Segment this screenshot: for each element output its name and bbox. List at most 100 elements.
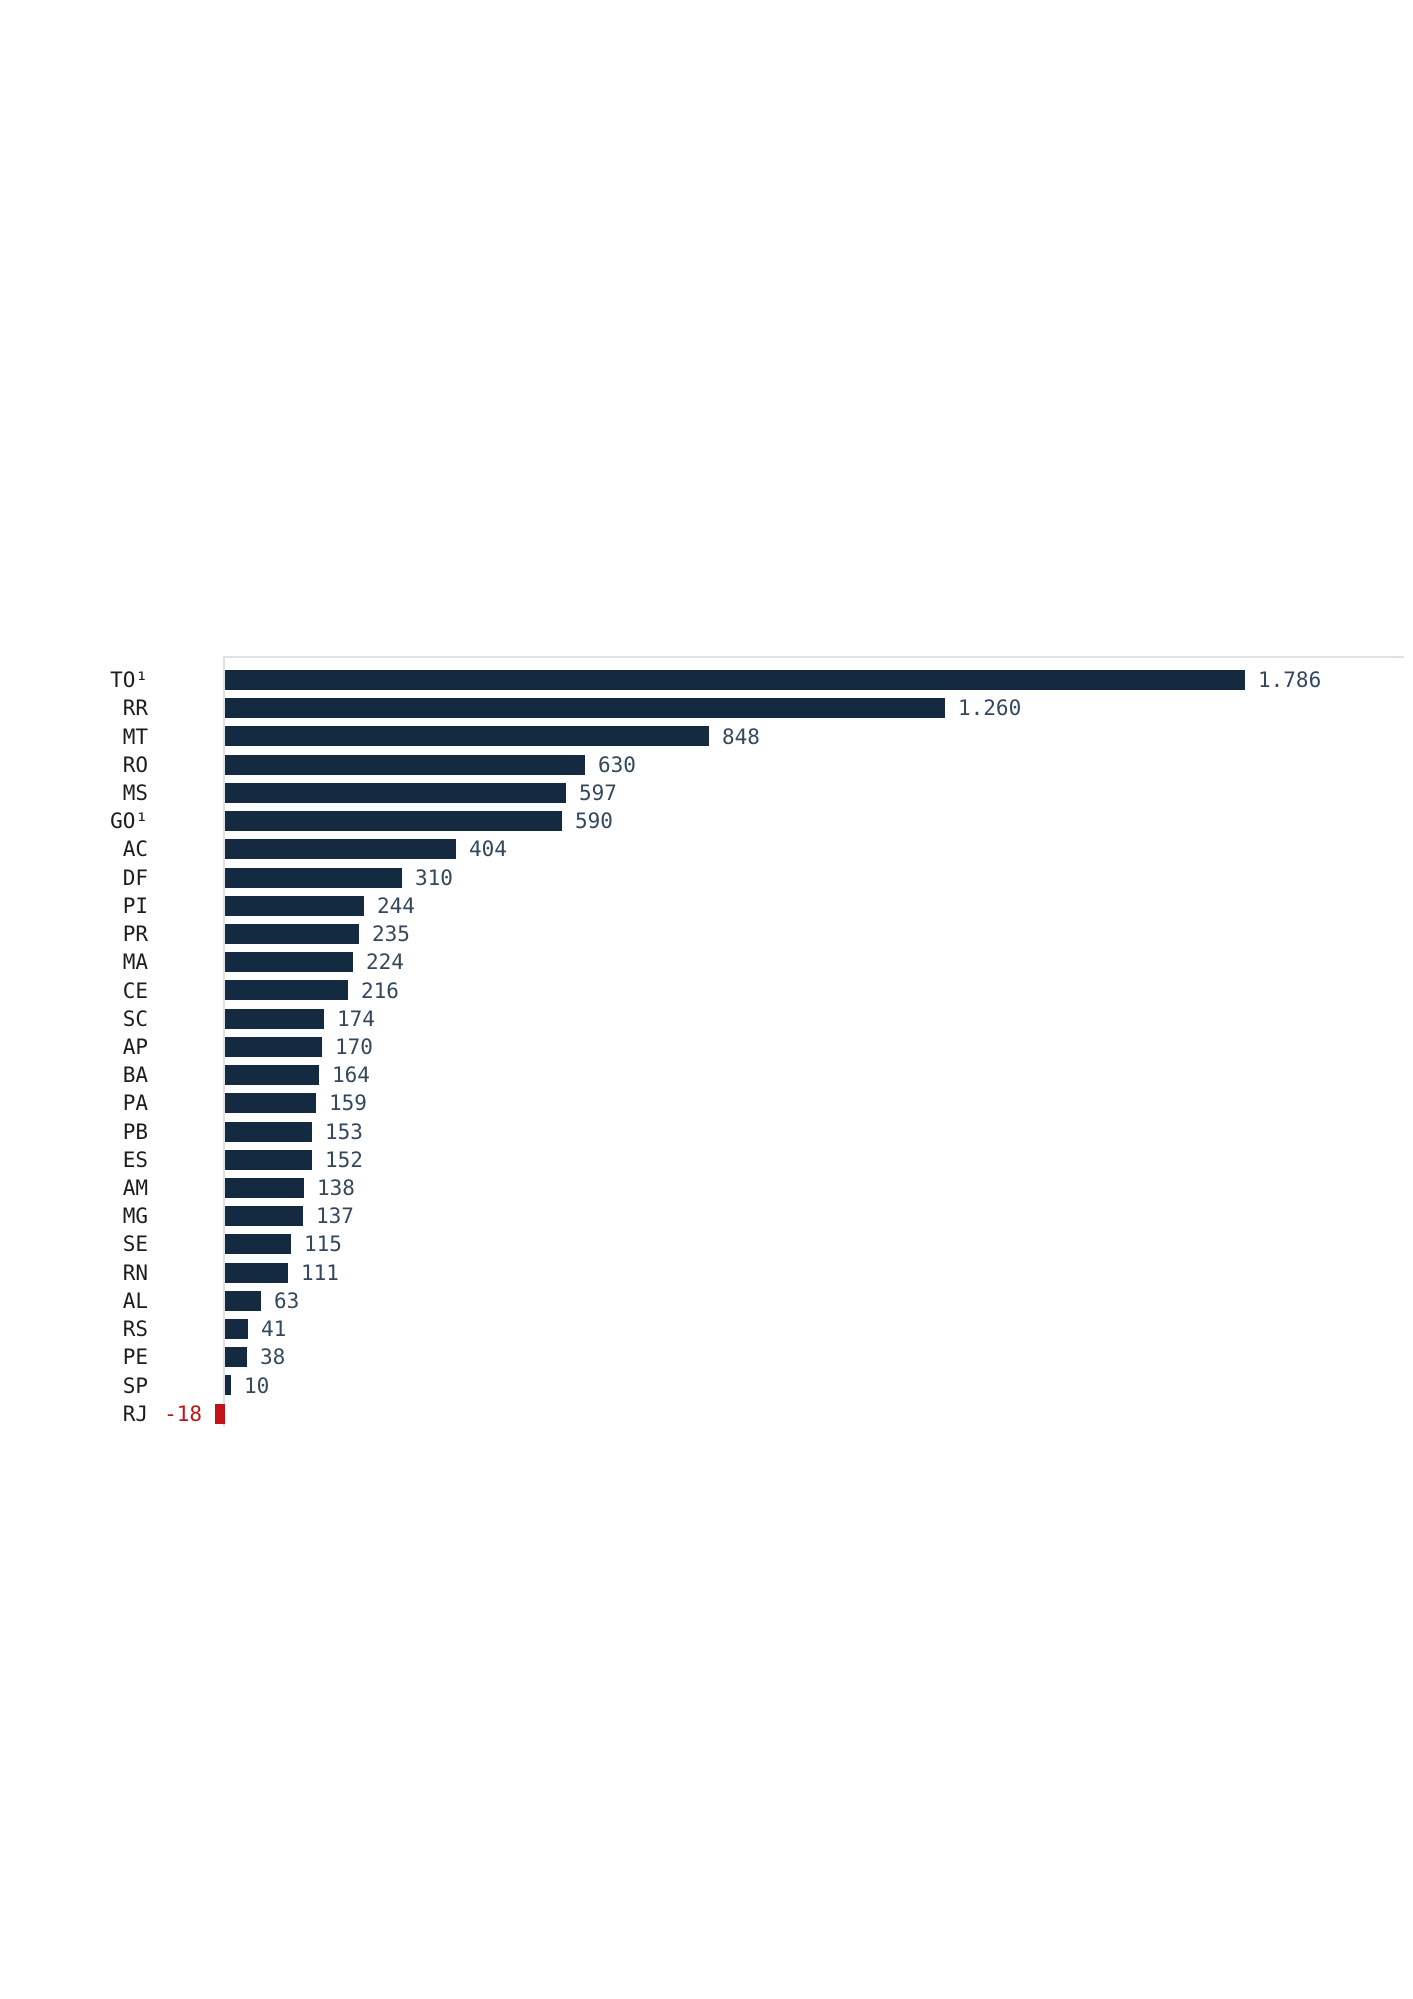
value-label: 138 [317, 1176, 355, 1201]
category-label: RS [122, 1317, 148, 1342]
value-label: 310 [415, 865, 453, 890]
category-label: SP [122, 1373, 148, 1398]
bar-row: AM 138 [0, 1174, 1413, 1202]
bar [225, 1375, 231, 1396]
value-label: 137 [316, 1204, 354, 1229]
category-label: RO [122, 752, 148, 777]
category-label: MT [122, 724, 148, 749]
category-label: SE [122, 1232, 148, 1257]
bar [225, 867, 402, 888]
bar-rows-container: TO¹ 1.786 RR 1.260 MT 848 RO 630 MS 597 GO¹ 590 AC 40… [0, 666, 1413, 1428]
bar [225, 923, 359, 944]
bar [225, 782, 566, 803]
bar [225, 1149, 312, 1170]
top-gridline [225, 656, 1404, 658]
bar-row: MG 137 [0, 1202, 1413, 1230]
category-label: AP [122, 1034, 148, 1059]
bar [225, 1347, 247, 1368]
category-label: MG [122, 1204, 148, 1229]
category-label: PI [122, 893, 148, 918]
bar [225, 1290, 261, 1311]
bar-row: PA 159 [0, 1089, 1413, 1117]
category-label: RN [122, 1260, 148, 1285]
value-label: 152 [325, 1147, 363, 1172]
value-label: 174 [337, 1006, 375, 1031]
value-label: 10 [244, 1373, 270, 1398]
value-label: 41 [261, 1317, 287, 1342]
bar-row: GO¹ 590 [0, 807, 1413, 835]
bar [225, 1121, 312, 1142]
category-label: DF [122, 865, 148, 890]
bar-row: DF 310 [0, 864, 1413, 892]
value-label: 159 [329, 1091, 367, 1116]
bar-row: RS 41 [0, 1315, 1413, 1343]
category-label: PA [122, 1091, 148, 1116]
category-label: CE [122, 978, 148, 1003]
category-label: RR [122, 696, 148, 721]
bar-row: AP 170 [0, 1033, 1413, 1061]
value-label: 224 [366, 950, 404, 975]
bar-row: PE 38 [0, 1343, 1413, 1371]
bar-row: AC 404 [0, 835, 1413, 863]
bar [225, 1206, 303, 1227]
bar-row: SC 174 [0, 1005, 1413, 1033]
category-label: MA [122, 950, 148, 975]
bar-row: AL 63 [0, 1287, 1413, 1315]
bar [225, 1319, 248, 1340]
category-label: GO¹ [110, 809, 148, 834]
value-label: 590 [575, 809, 613, 834]
value-label: 38 [260, 1345, 286, 1370]
bar-row: RN 111 [0, 1259, 1413, 1287]
value-label: 111 [301, 1260, 339, 1285]
bar-row: PI 244 [0, 892, 1413, 920]
bar-row: MA 224 [0, 948, 1413, 976]
bar [225, 980, 348, 1001]
value-label: 244 [377, 893, 415, 918]
value-label: 153 [325, 1119, 363, 1144]
value-label: -18 [164, 1401, 202, 1426]
bar-row: SP 10 [0, 1371, 1413, 1399]
value-label: 115 [304, 1232, 342, 1257]
bar [225, 811, 562, 832]
bar [225, 698, 945, 719]
bar [225, 895, 364, 916]
category-label: ES [122, 1147, 148, 1172]
bar-row: TO¹ 1.786 [0, 666, 1413, 694]
value-label: 170 [335, 1034, 373, 1059]
bar-row: MS 597 [0, 779, 1413, 807]
zero-axis-line [223, 656, 225, 1427]
bar-row: RJ -18 [0, 1400, 1413, 1428]
value-label: 63 [274, 1288, 300, 1313]
value-label: 164 [332, 1063, 370, 1088]
value-label: 597 [579, 780, 617, 805]
bar-row: MT 848 [0, 722, 1413, 750]
bar-row: RO 630 [0, 751, 1413, 779]
category-label: AC [122, 837, 148, 862]
category-label: SC [122, 1006, 148, 1031]
value-label: 404 [469, 837, 507, 862]
negative-bar [215, 1403, 225, 1424]
category-label: PB [122, 1119, 148, 1144]
value-label: 1.260 [958, 696, 1022, 721]
value-label: 1.786 [1258, 668, 1322, 693]
category-label: RJ [122, 1401, 148, 1426]
bar-row: BA 164 [0, 1061, 1413, 1089]
bar [225, 670, 1245, 690]
category-label: PE [122, 1345, 148, 1370]
value-label: 235 [372, 922, 410, 947]
bar [225, 1036, 322, 1057]
bar-row: CE 216 [0, 976, 1413, 1004]
category-label: PR [122, 922, 148, 947]
bar-row: SE 115 [0, 1230, 1413, 1258]
category-label: BA [122, 1063, 148, 1088]
value-label: 848 [722, 724, 760, 749]
bar-row: PR 235 [0, 920, 1413, 948]
bar [225, 952, 353, 973]
bar-row: ES 152 [0, 1146, 1413, 1174]
bar [225, 726, 709, 747]
bar-row: RR 1.260 [0, 694, 1413, 722]
category-label: AM [122, 1176, 148, 1201]
value-label: 630 [598, 752, 636, 777]
bar-row: PB 153 [0, 1118, 1413, 1146]
